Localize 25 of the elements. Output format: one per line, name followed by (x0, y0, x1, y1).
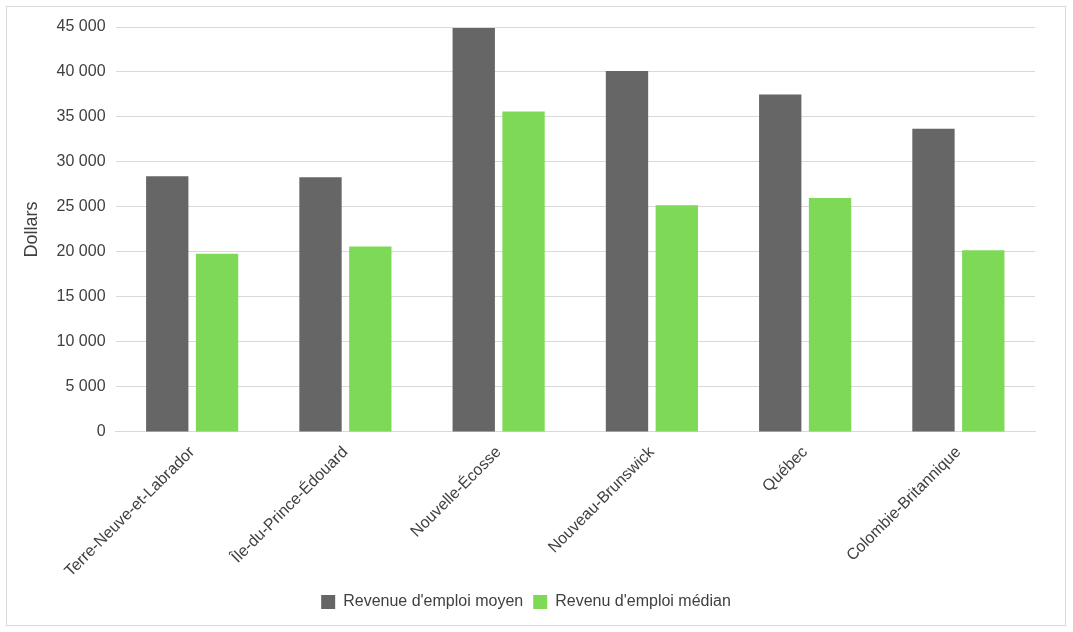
bar (808, 197, 852, 432)
y-tick-label: 0 (96, 422, 106, 440)
bar (452, 27, 495, 432)
legend-label: Revenu d'emploi médian (555, 592, 731, 610)
bar (962, 250, 1005, 432)
bar (912, 128, 955, 432)
bar (195, 253, 239, 432)
y-tick-label: 5 000 (65, 377, 106, 395)
bar (502, 111, 545, 432)
bar (655, 205, 698, 432)
y-axis-title: Dollars (20, 201, 41, 258)
y-tick-label: 35 000 (56, 107, 106, 125)
y-tick-label: 10 000 (56, 332, 106, 350)
legend-label: Revenue d'emploi moyen (343, 592, 524, 610)
y-tick-label: 40 000 (56, 62, 106, 80)
y-tick-label: 20 000 (56, 242, 106, 260)
bar (146, 176, 189, 432)
bar (349, 246, 392, 432)
y-tick-label: 25 000 (56, 197, 106, 215)
y-tick-label: 45 000 (56, 17, 106, 35)
y-tick-label: 15 000 (56, 287, 106, 305)
bar (759, 94, 802, 432)
bar (299, 177, 342, 432)
bar (605, 71, 649, 432)
y-tick-label: 30 000 (56, 152, 106, 170)
